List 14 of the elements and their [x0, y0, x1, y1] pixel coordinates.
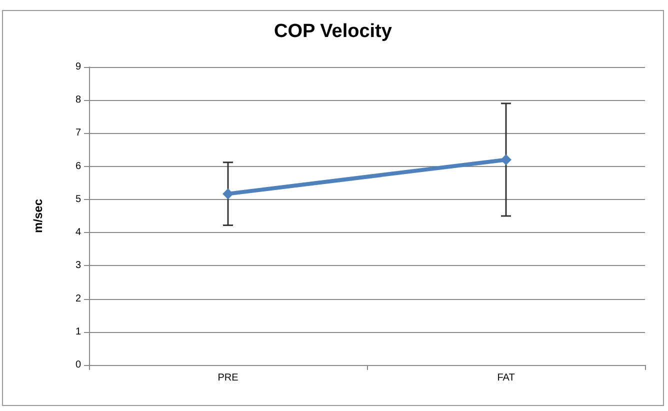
chart-title: COP Velocity [274, 21, 392, 42]
y-tick-label: 3 [75, 260, 82, 272]
y-tick-label: 1 [75, 326, 82, 338]
x-tick-label: FAT [497, 372, 515, 384]
y-tick-label: 9 [75, 62, 82, 72]
y-axis-title: m/sec [31, 198, 45, 234]
y-tick-label: 2 [75, 293, 82, 304]
y-tick-label: 6 [75, 160, 82, 172]
x-tick-label: PRE [218, 372, 239, 384]
y-tick-label: 5 [75, 194, 82, 205]
y-tick-label: 0 [75, 360, 82, 370]
y-tick-label: 4 [75, 227, 82, 238]
y-tick-label: 8 [75, 94, 82, 106]
y-tick-label: 7 [75, 128, 82, 139]
